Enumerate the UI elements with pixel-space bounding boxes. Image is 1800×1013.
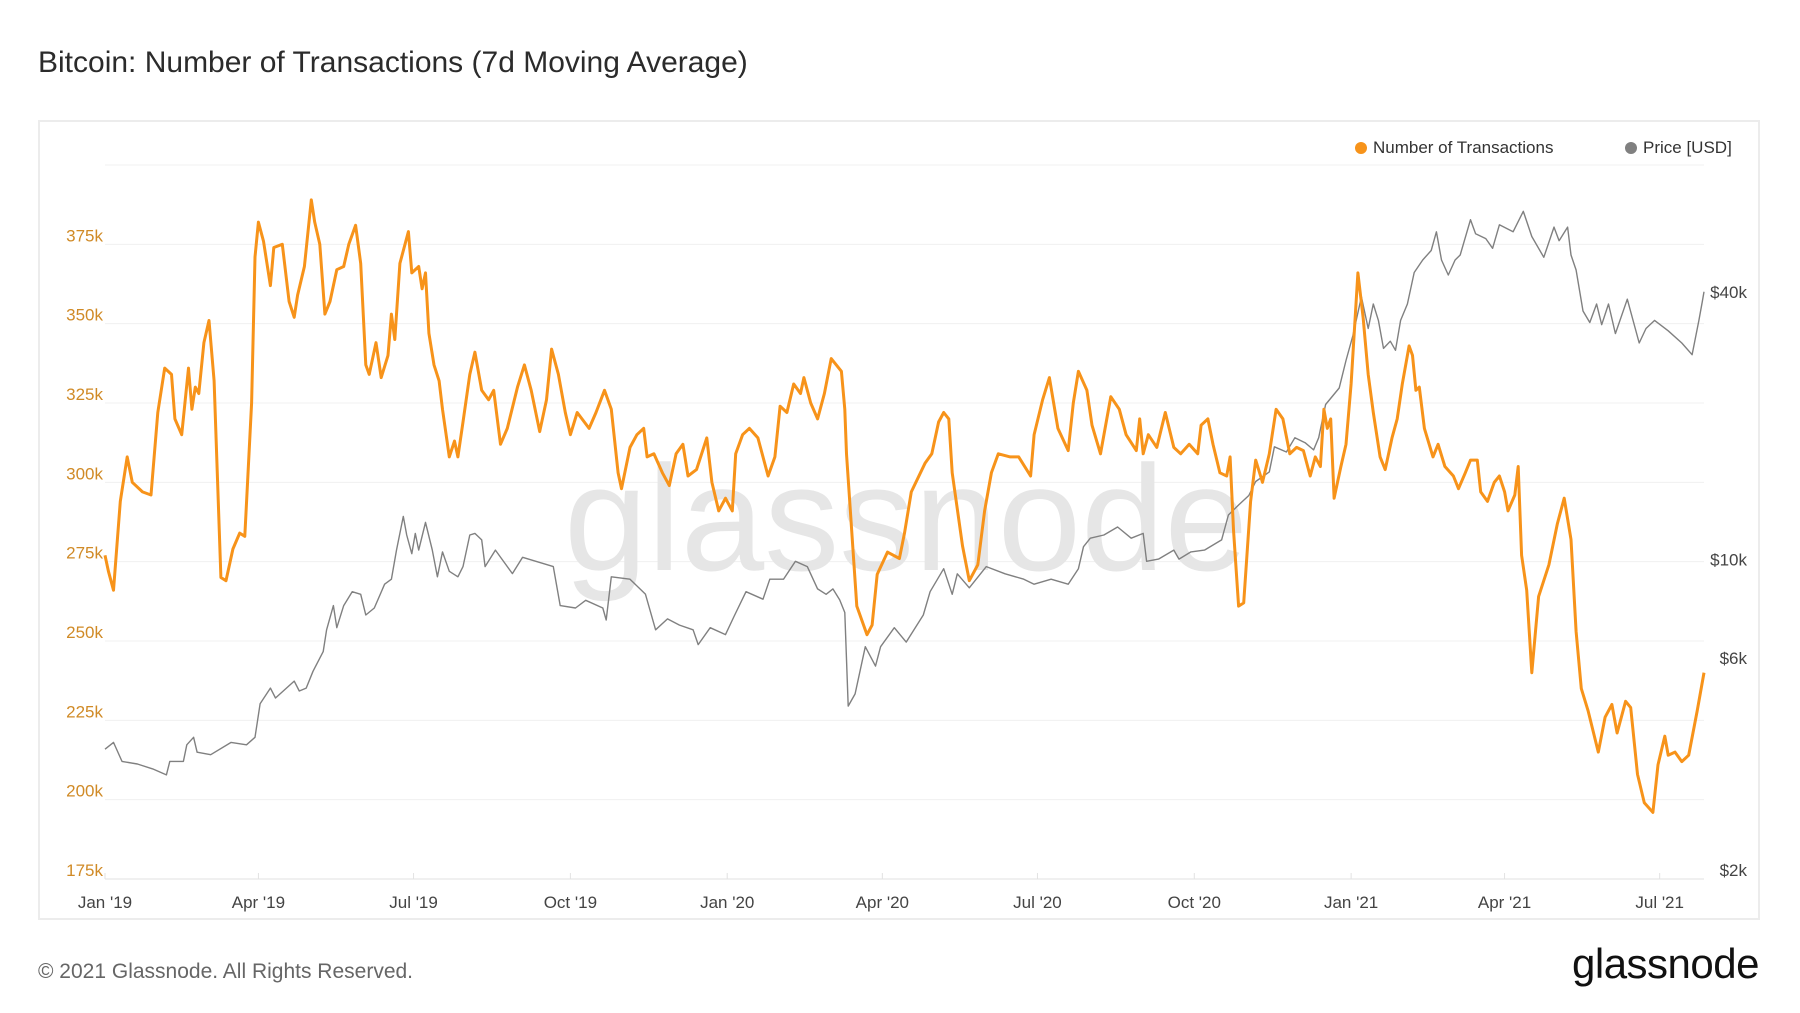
series-lines (103, 198, 1706, 814)
y-left-tick-label: 225k (66, 702, 103, 721)
x-tick-label: Apr '20 (856, 893, 909, 912)
y-axis-right: $2k $6k $10k $40k (1710, 283, 1747, 880)
legend-label: Price [USD] (1643, 138, 1732, 157)
x-tick-label: Jul '19 (389, 893, 438, 912)
series-line-price (104, 210, 1705, 776)
x-tick-label: Jan '19 (78, 893, 132, 912)
x-tick-label: Jan '21 (1324, 893, 1378, 912)
y-right-tick-label: $6k (1720, 649, 1748, 668)
x-tick-label: Oct '20 (1168, 893, 1221, 912)
x-tick-label: Oct '19 (544, 893, 597, 912)
legend-item-price[interactable]: Price [USD] (1625, 138, 1732, 158)
chart-title: Bitcoin: Number of Transactions (7d Movi… (38, 46, 748, 79)
x-tick-label: Jul '20 (1013, 893, 1062, 912)
y-right-tick-label: $2k (1720, 861, 1748, 880)
y-left-tick-label: 200k (66, 782, 103, 801)
legend-dot-icon (1355, 142, 1367, 154)
series-line-transactions (103, 198, 1706, 814)
y-left-tick-label: 375k (66, 226, 103, 245)
gridlines (105, 164, 1704, 880)
y-left-tick-label: 350k (66, 306, 103, 325)
copyright-footer: © 2021 Glassnode. All Rights Reserved. (38, 960, 414, 983)
y-left-tick-label: 300k (66, 464, 103, 483)
y-right-tick-label: $40k (1710, 283, 1747, 302)
x-tick-label: Apr '21 (1478, 893, 1531, 912)
y-left-tick-label: 250k (66, 623, 103, 642)
y-axis-left: 175k 200k 225k 250k 275k 300k 325k 350k 375k (66, 226, 103, 880)
chart-frame (38, 120, 1760, 920)
x-axis: Jan '19 Apr '19 Jul '19 Oct '19 Jan '20 Apr '… (78, 873, 1684, 912)
x-tick-label: Jan '20 (700, 893, 754, 912)
y-left-tick-label: 275k (66, 544, 103, 563)
legend-item-transactions[interactable]: Number of Transactions (1355, 138, 1553, 158)
glassnode-logo: glassnode (1572, 940, 1759, 987)
legend-dot-icon (1625, 142, 1637, 154)
y-left-tick-label: 325k (66, 385, 103, 404)
x-tick-label: Apr '19 (232, 893, 285, 912)
x-tick-label: Jul '21 (1635, 893, 1684, 912)
y-right-tick-label: $10k (1710, 551, 1747, 570)
y-left-tick-label: 175k (66, 861, 103, 880)
legend-label: Number of Transactions (1373, 138, 1554, 157)
